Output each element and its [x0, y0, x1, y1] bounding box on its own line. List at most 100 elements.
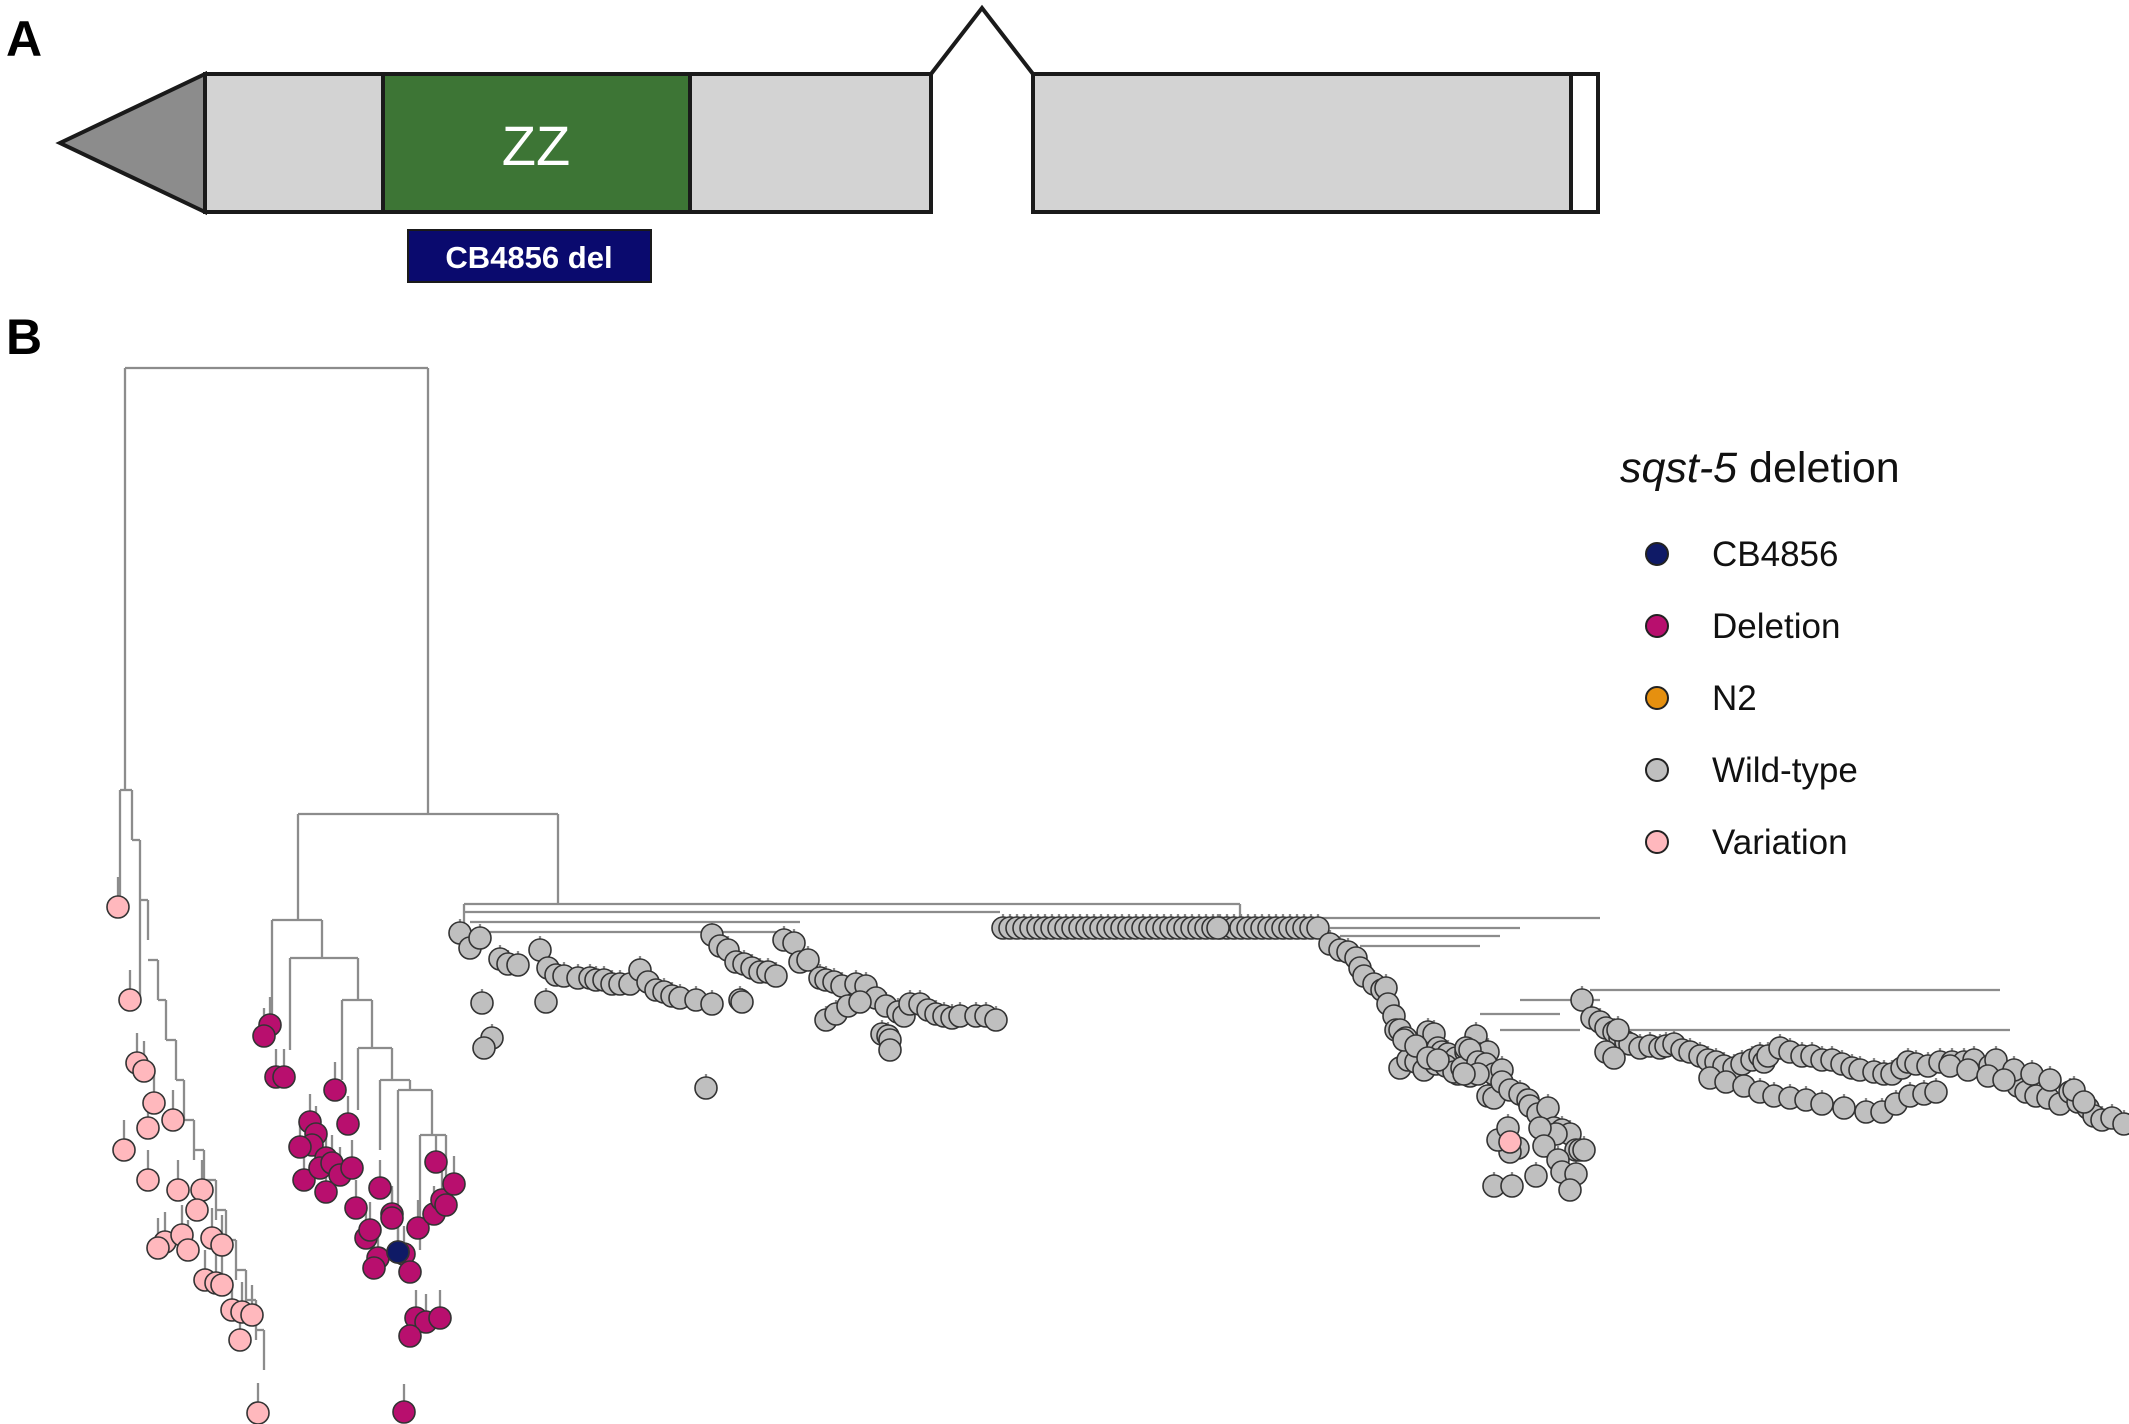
legend-label-cb4856: CB4856	[1712, 535, 1838, 574]
tree-tip-249	[1572, 1138, 1596, 1162]
gene-model: ZZ CB4856 del	[55, 4, 1600, 283]
tree-tip-9	[166, 1178, 190, 1202]
tree-tip-91	[534, 990, 558, 1014]
tree-tip-137	[878, 1038, 902, 1062]
tree-tip-13	[185, 1198, 209, 1222]
tree-tip-24	[240, 1303, 264, 1327]
legend-item-wild-type: Wild-type	[1645, 751, 1858, 790]
tree-tip-331	[2072, 1090, 2096, 1114]
tree-tip-128	[984, 1008, 1008, 1032]
tree-tip-51	[362, 1256, 386, 1280]
tree-tip-266	[1570, 988, 1594, 1012]
tree-tip-8	[136, 1168, 160, 1192]
tree-tip-252	[1532, 1134, 1556, 1158]
tree-tip-344	[1832, 1096, 1856, 1120]
phylogenetic-tree	[106, 366, 2129, 1424]
tree-tip-108	[796, 948, 820, 972]
legend-item-variation: Variation	[1645, 823, 1848, 862]
tree-tip-44	[368, 1176, 392, 1200]
tree-tip-263	[1500, 1174, 1524, 1198]
tree-tip-333	[1956, 1058, 1980, 1082]
tree-tip-343	[1810, 1092, 1834, 1116]
tree-tip-47	[358, 1218, 382, 1242]
tree-tip-129	[730, 990, 754, 1014]
tree-branches	[116, 366, 2126, 1413]
tree-tip-16	[176, 1238, 200, 1262]
legend-item-n2: N2	[1645, 679, 1757, 718]
tree-tip-49	[380, 1206, 404, 1230]
tree-tip-257	[1558, 1178, 1582, 1202]
tree-tip-5	[142, 1091, 166, 1115]
tree-tip-12	[190, 1178, 214, 1202]
tree-tip-229	[1426, 1048, 1450, 1072]
tree-tip-90	[700, 992, 724, 1016]
legend-title-rest: deletion	[1737, 444, 1900, 492]
intron	[929, 4, 1035, 76]
tree-tip-57	[442, 1172, 466, 1196]
tree-tip-94	[472, 1036, 496, 1060]
tree-tip-6	[136, 1116, 160, 1140]
legend-swatch-cb4856	[1645, 542, 1669, 566]
tree-tip-184	[1306, 916, 1330, 940]
legend-swatch-wild-type	[1645, 758, 1669, 782]
exon-2	[1031, 72, 1573, 214]
tree-tip-138	[694, 1076, 718, 1100]
zz-domain-label: ZZ	[502, 114, 570, 177]
tree-tip-11	[146, 1236, 170, 1260]
tree-tip-243	[1536, 1096, 1560, 1120]
tree-tip-7	[161, 1108, 185, 1132]
legend-label-wild-type: Wild-type	[1712, 751, 1858, 790]
tree-tip-20	[210, 1273, 234, 1297]
panel-a-label: A	[6, 11, 42, 67]
tree-tip-61	[428, 1306, 452, 1330]
tree-tip-35	[288, 1135, 312, 1159]
tree-tip-30	[323, 1078, 347, 1102]
tree-tip-23	[228, 1328, 252, 1352]
tree-tip-3	[132, 1059, 156, 1083]
tree-tip-133	[848, 990, 872, 1014]
legend-item-deletion: Deletion	[1645, 607, 1840, 646]
tree-tip-58	[434, 1193, 458, 1217]
tree-tip-0	[106, 895, 130, 919]
legend-swatch-variation	[1645, 830, 1669, 854]
legend-label-n2: N2	[1712, 679, 1757, 718]
tree-tip-41	[340, 1156, 364, 1180]
legend-item-cb4856: CB4856	[1645, 535, 1838, 574]
legend-label-variation: Variation	[1712, 823, 1848, 862]
tree-tip-65	[386, 1240, 410, 1264]
tree-tip-329	[2038, 1068, 2062, 1092]
panel-b-label: B	[6, 309, 42, 365]
tree-tip-37	[292, 1168, 316, 1192]
tree-tip-53	[406, 1216, 430, 1240]
tree-tip-25	[246, 1401, 270, 1424]
tree-tip-52	[398, 1260, 422, 1284]
tree-tip-104	[764, 964, 788, 988]
deletion-label: CB4856 del	[445, 240, 612, 275]
utr-arrow	[55, 70, 207, 216]
tree-tip-29	[272, 1065, 296, 1089]
tree-tip-68	[468, 926, 492, 950]
tree-tips	[106, 895, 2129, 1424]
tree-tip-354	[1498, 1130, 1522, 1154]
tree-tip-56	[424, 1150, 448, 1174]
tree-tip-62	[398, 1324, 422, 1348]
legend-label-deletion: Deletion	[1712, 607, 1840, 646]
tree-tip-4	[112, 1138, 136, 1162]
tree-tip-1	[118, 988, 142, 1012]
tree-tip-325	[2112, 1112, 2129, 1136]
legend-title-gene: sqst-5	[1620, 444, 1738, 492]
tree-tip-92	[470, 991, 494, 1015]
tree-tip-34	[336, 1112, 360, 1136]
deletion-box	[407, 229, 652, 283]
tree-tip-353	[1602, 1046, 1626, 1070]
tree-tip-27	[252, 1024, 276, 1048]
tree-tip-351	[1606, 1018, 1630, 1042]
tree-tip-335	[1992, 1068, 2016, 1092]
tree-tip-71	[506, 953, 530, 977]
tree-tip-265	[1452, 1062, 1476, 1086]
zz-domain	[381, 72, 692, 214]
tree-tip-42	[314, 1180, 338, 1204]
legend: sqst-5 deletion CB4856 Deletion N2 Wild-…	[1620, 444, 1900, 862]
tree-tip-43	[344, 1196, 368, 1220]
